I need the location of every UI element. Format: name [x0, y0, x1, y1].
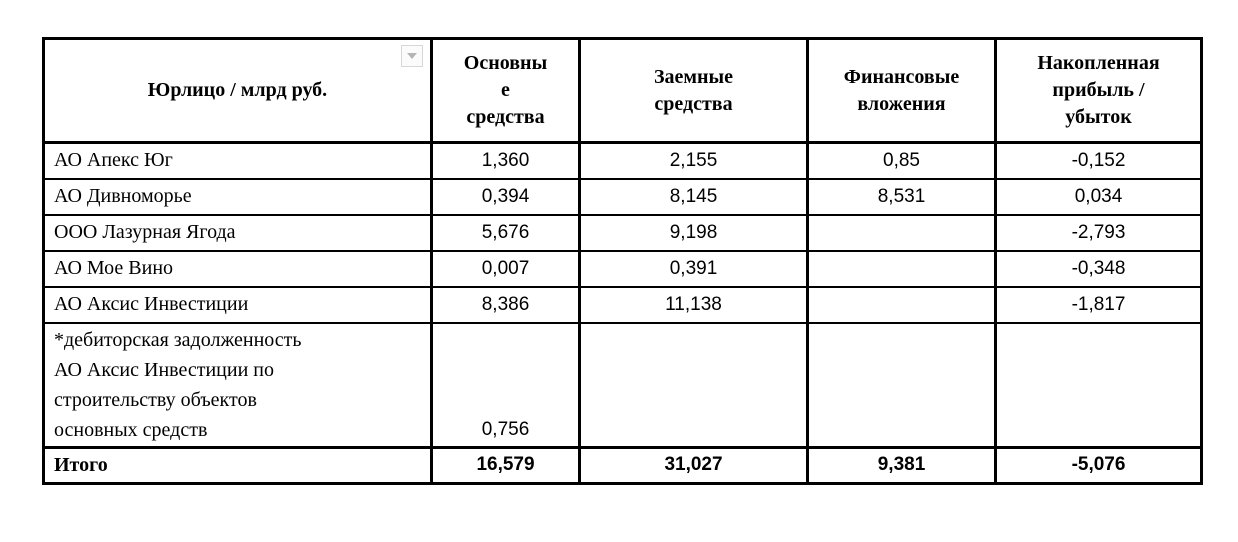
- cell-accumulated-profit: -2,793: [994, 213, 1203, 252]
- total-label: Итого: [42, 445, 433, 485]
- table-row: АО Дивноморье 0,394 8,145 8,531 0,034: [42, 177, 1203, 216]
- header-financial-investments: Финансовые вложения: [806, 37, 997, 144]
- row-label-footnote: *дебиторская задолженность АО Аксис Инве…: [42, 321, 433, 448]
- header-fixed-assets: Основны е средства: [430, 37, 581, 144]
- total-borrowed-funds: 31,027: [578, 445, 809, 485]
- cell-financial-investments: [806, 321, 997, 448]
- table-row: АО Мое Вино 0,007 0,391 -0,348: [42, 249, 1203, 288]
- total-fixed-assets: 16,579: [430, 445, 581, 485]
- cell-fixed-assets: 1,360: [430, 141, 581, 180]
- cell-borrowed-funds: 11,138: [578, 285, 809, 324]
- cell-fixed-assets: 8,386: [430, 285, 581, 324]
- autofilter-dropdown-button[interactable]: [401, 45, 423, 67]
- cell-borrowed-funds: 8,145: [578, 177, 809, 216]
- cell-fixed-assets: 0,007: [430, 249, 581, 288]
- cell-fixed-assets: 0,394: [430, 177, 581, 216]
- cell-accumulated-profit: -1,817: [994, 285, 1203, 324]
- table-row: АО Аксис Инвестиции 8,386 11,138 -1,817: [42, 285, 1203, 324]
- header-entity: Юрлицо / млрд руб.: [42, 37, 433, 144]
- total-financial-investments: 9,381: [806, 445, 997, 485]
- table-total-row: Итого 16,579 31,027 9,381 -5,076: [42, 445, 1203, 485]
- table-row: АО Апекс Юг 1,360 2,155 0,85 -0,152: [42, 141, 1203, 180]
- cell-accumulated-profit: -0,348: [994, 249, 1203, 288]
- row-label: АО Апекс Юг: [42, 141, 433, 180]
- total-accumulated-profit: -5,076: [994, 445, 1203, 485]
- row-label: АО Мое Вино: [42, 249, 433, 288]
- header-entity-label: Юрлицо / млрд руб.: [147, 79, 328, 101]
- row-label: АО Дивноморье: [42, 177, 433, 216]
- row-label: АО Аксис Инвестиции: [42, 285, 433, 324]
- cell-fixed-assets: 5,676: [430, 213, 581, 252]
- financial-table: Юрлицо / млрд руб. Основны е средства За…: [42, 37, 1203, 485]
- cell-borrowed-funds: 2,155: [578, 141, 809, 180]
- row-label: ООО Лазурная Ягода: [42, 213, 433, 252]
- cell-financial-investments: 0,85: [806, 141, 997, 180]
- cell-accumulated-profit: -0,152: [994, 141, 1203, 180]
- cell-accumulated-profit: 0,034: [994, 177, 1203, 216]
- cell-fixed-assets: 0,756: [430, 321, 581, 448]
- cell-financial-investments: [806, 213, 997, 252]
- cell-borrowed-funds: 9,198: [578, 213, 809, 252]
- table-row-footnote: *дебиторская задолженность АО Аксис Инве…: [42, 321, 1203, 448]
- chevron-down-icon: [407, 53, 417, 59]
- cell-financial-investments: [806, 249, 997, 288]
- cell-accumulated-profit: [994, 321, 1203, 448]
- cell-borrowed-funds: 0,391: [578, 249, 809, 288]
- header-borrowed-funds: Заемные средства: [578, 37, 809, 144]
- cell-borrowed-funds: [578, 321, 809, 448]
- header-accumulated-profit: Накопленная прибыль / убыток: [994, 37, 1203, 144]
- cell-financial-investments: 8,531: [806, 177, 997, 216]
- table-row: ООО Лазурная Ягода 5,676 9,198 -2,793: [42, 213, 1203, 252]
- cell-financial-investments: [806, 285, 997, 324]
- table-header-row: Юрлицо / млрд руб. Основны е средства За…: [42, 37, 1203, 144]
